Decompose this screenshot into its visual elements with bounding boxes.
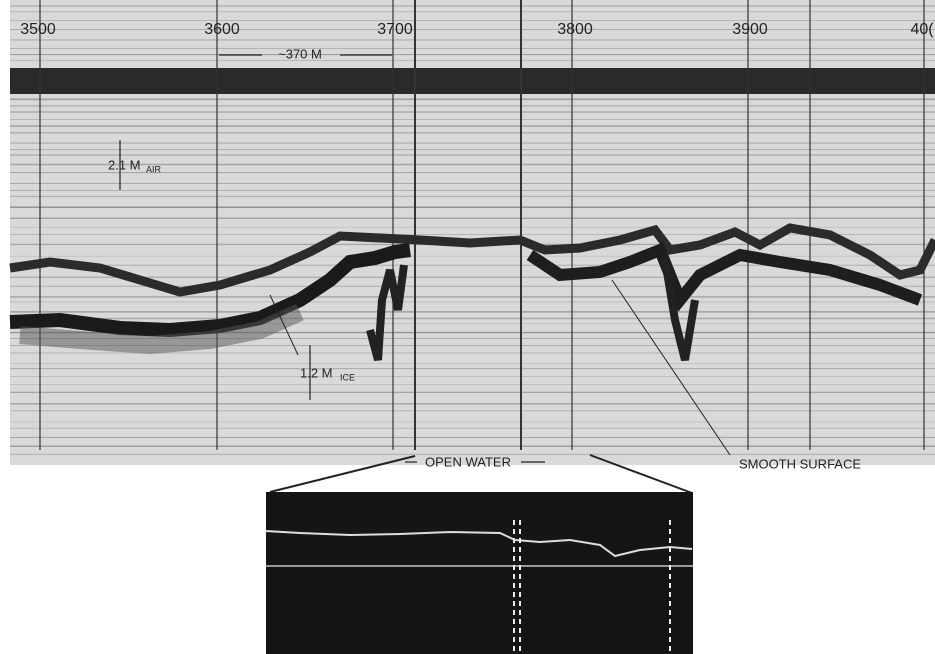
distance-label: 40(	[910, 21, 934, 38]
distance-label: 3900	[732, 21, 768, 38]
ice-subscript: ICE	[340, 372, 355, 382]
ice-thickness: 1.2 M	[300, 365, 333, 380]
echogram-figure: ~370 M 2.1 M AIR 1.2 M ICE OPEN WATER SM…	[0, 0, 935, 654]
distance-label: 3800	[557, 21, 593, 38]
air-thickness: 2.1 M	[108, 157, 141, 172]
smooth-surface-label: SMOOTH SURFACE	[739, 456, 861, 471]
distance-label: 3600	[204, 21, 240, 38]
distance-label: 3700	[377, 21, 413, 38]
air-subscript: AIR	[146, 164, 162, 174]
open-water-label: OPEN WATER	[425, 454, 511, 469]
distance-label: 3500	[20, 21, 56, 38]
direct-wave-band	[10, 68, 935, 94]
inset-panel	[266, 492, 693, 654]
scale-label: ~370 M	[278, 46, 322, 61]
page: ~370 M 2.1 M AIR 1.2 M ICE OPEN WATER SM…	[0, 0, 935, 654]
